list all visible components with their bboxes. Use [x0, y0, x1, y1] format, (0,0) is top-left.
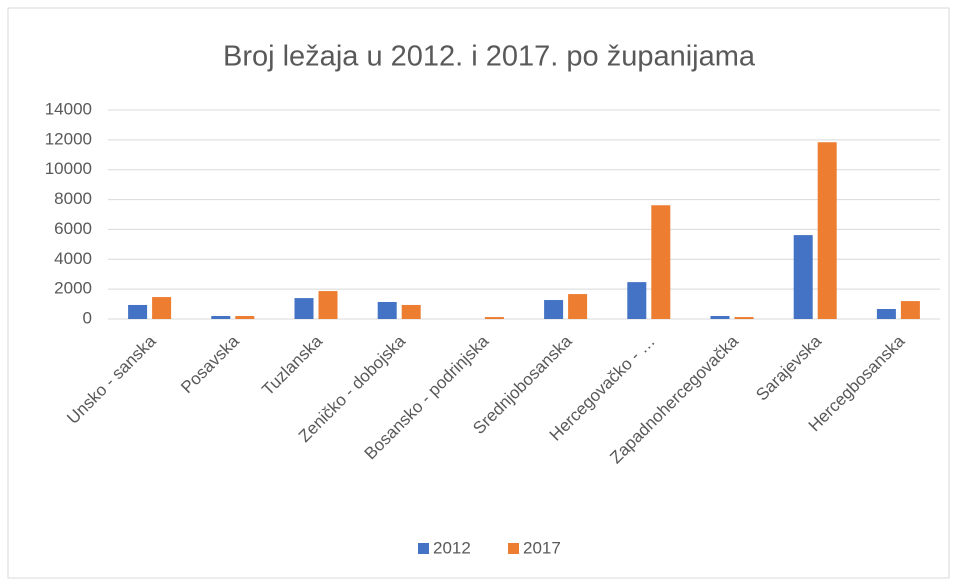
bar: [651, 205, 671, 319]
bar: [211, 316, 231, 319]
bar: [484, 317, 504, 319]
y-tick-label: 8000: [54, 189, 92, 208]
bar: [235, 316, 255, 319]
bar: [401, 304, 421, 319]
chart-title: Broj ležaja u 2012. i 2017. po županijam…: [223, 41, 756, 73]
bar: [544, 300, 564, 319]
y-tick-label: 10000: [45, 159, 92, 178]
y-tick-label: 4000: [54, 249, 92, 268]
bar: [900, 301, 920, 319]
legend-label: 2012: [433, 538, 471, 557]
bar: [734, 317, 754, 319]
bar: [568, 294, 588, 319]
bar: [710, 316, 730, 319]
bar: [793, 235, 813, 319]
y-tick-label: 0: [83, 308, 92, 327]
bar: [377, 301, 397, 319]
y-tick-label: 12000: [45, 129, 92, 148]
bar: [128, 304, 148, 319]
legend-swatch: [418, 543, 429, 554]
legend-swatch: [508, 543, 519, 554]
legend-label: 2017: [523, 538, 561, 557]
bar: [817, 142, 837, 319]
y-tick-label: 14000: [45, 99, 92, 118]
y-tick-label: 6000: [54, 219, 92, 238]
chart-frame: [7, 7, 950, 579]
bar: [294, 298, 314, 319]
bar: [318, 291, 338, 319]
bar: [627, 282, 647, 319]
bar: [876, 308, 896, 319]
bar: [152, 297, 172, 319]
y-tick-label: 2000: [54, 279, 92, 298]
